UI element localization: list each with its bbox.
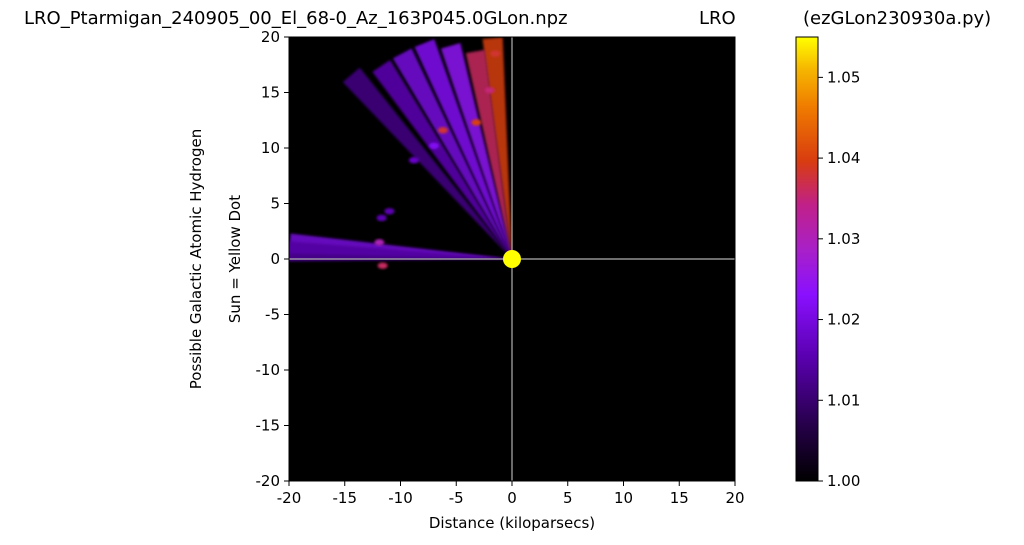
emission-ray	[465, 49, 512, 259]
y-tick-label: -5	[265, 306, 280, 324]
colorbar-tick-label: 1.01	[827, 391, 860, 409]
sun-marker	[503, 250, 521, 268]
colorbar-tick-label: 1.03	[827, 230, 860, 248]
emission-layer	[289, 37, 512, 269]
y-tick-label: 0	[270, 250, 280, 268]
emission-hotspot	[484, 87, 495, 94]
emission-hotspot	[428, 142, 439, 149]
emission-ray	[372, 60, 512, 259]
x-tick-label: -10	[388, 489, 413, 507]
emission-hotspot	[384, 208, 395, 215]
colorbar-ticks: 1.05 1.04 1.03 1.02 1.01 1.00	[818, 68, 860, 490]
emission-ray	[440, 43, 512, 259]
colorbar-tick-label: 1.00	[827, 472, 860, 490]
y-axis-ticks: 20 15 10 5 0 -5 -10 -15 -20	[256, 28, 289, 490]
emission-hotspot	[374, 239, 385, 246]
y-tick-label: -15	[256, 417, 281, 435]
emission-ray	[392, 48, 512, 260]
y-tick-label: -20	[256, 472, 281, 490]
x-axis-label: Distance (kiloparsecs)	[429, 514, 595, 532]
figure-title-center: LRO	[699, 8, 736, 29]
emission-hotspot	[471, 119, 482, 126]
x-tick-label: 20	[725, 489, 744, 507]
emission-hotspot	[437, 127, 448, 134]
figure-title: LRO_Ptarmigan_240905_00_El_68-0_Az_163P0…	[24, 8, 568, 29]
emission-hotspot	[376, 214, 387, 222]
colorbar-tick-label: 1.02	[827, 311, 860, 329]
y-tick-label: 20	[261, 28, 280, 46]
figure-title-right: (ezGLon230930a.py)	[803, 8, 991, 29]
colorbar-tick-label: 1.05	[827, 68, 860, 86]
x-tick-label: 15	[670, 489, 689, 507]
emission-hotspot	[408, 157, 419, 164]
x-tick-label: -15	[333, 489, 358, 507]
y-axis-label: Possible Galactic Atomic Hydrogen	[187, 129, 205, 389]
y-tick-label: 15	[261, 84, 280, 102]
emission-ray	[289, 241, 512, 262]
y-tick-label: -10	[256, 361, 281, 379]
x-tick-label: -5	[449, 489, 464, 507]
colorbar-tick-label: 1.04	[827, 149, 860, 167]
x-tick-label: 5	[563, 489, 573, 507]
emission-hotspot	[377, 262, 388, 269]
y-axis-label-secondary: Sun = Yellow Dot	[226, 195, 244, 323]
x-tick-label: 0	[507, 489, 517, 507]
x-axis-ticks: -20 -15 -10 -5 0 5 10 15 20	[277, 481, 745, 507]
y-tick-label: 10	[261, 139, 280, 157]
x-tick-label: -20	[277, 489, 302, 507]
emission-hotspot	[490, 50, 501, 57]
colorbar	[795, 36, 819, 482]
emission-ray	[414, 39, 512, 260]
emission-ray	[342, 67, 512, 259]
x-tick-label: 10	[614, 489, 633, 507]
y-tick-label: 5	[270, 195, 280, 213]
